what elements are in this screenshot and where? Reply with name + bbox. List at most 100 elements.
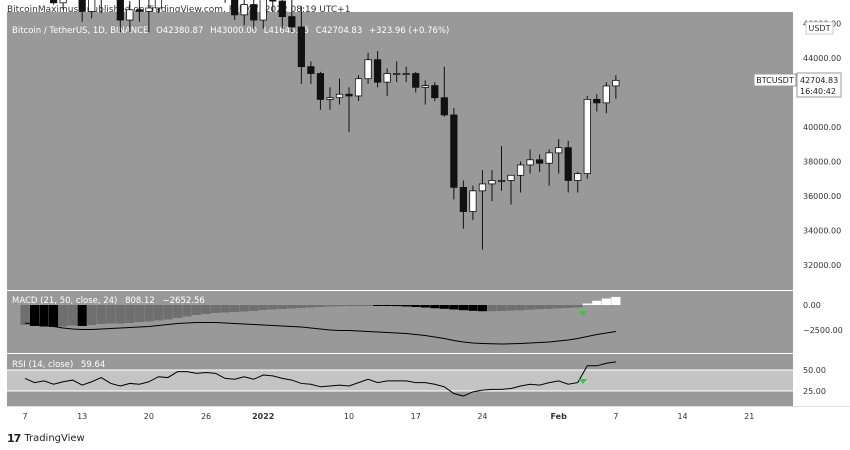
candle-body [240, 4, 248, 16]
candle-body [393, 73, 401, 75]
rsi-cross-arrow-icon [579, 379, 587, 384]
candle [297, 6, 305, 84]
candle [469, 185, 477, 221]
candle [154, 0, 163, 14]
candle-body [516, 164, 525, 176]
candle [59, 0, 67, 10]
candle [307, 61, 315, 84]
macd-tick-label: 0.00 [803, 301, 821, 310]
macd-histogram-bar [106, 305, 116, 324]
candle-body [49, 0, 58, 4]
macd-histogram-bar [401, 305, 411, 307]
candle [478, 170, 487, 250]
macd-histogram-bar [287, 305, 297, 309]
rsi-legend: RSI (14, close) 59.64 [12, 360, 105, 370]
candle [116, 0, 124, 33]
candle [278, 0, 286, 29]
price-pane[interactable] [7, 12, 793, 290]
candle [345, 87, 353, 133]
time-tick-label: Feb [551, 412, 568, 421]
candle-body [135, 9, 143, 12]
macd-histogram-bar [420, 305, 430, 308]
macd-histogram-bar [58, 305, 68, 327]
macd-histogram-bar [153, 305, 164, 321]
candle [574, 171, 582, 193]
macd-histogram-bar [611, 296, 621, 305]
candle-body [250, 4, 258, 21]
macd-histogram-bar [230, 305, 240, 312]
candle [383, 68, 391, 96]
macd-histogram-bar [449, 305, 459, 310]
macd-histogram-bar [363, 305, 373, 306]
candle [240, 0, 248, 26]
macd-histogram-bar [344, 305, 354, 306]
chart-area[interactable]: Bitcoin / TetherUS, 1D, BINANCE O42380.8… [0, 0, 850, 430]
candle-body [88, 0, 96, 12]
last-price-tag [796, 72, 842, 98]
candle [135, 0, 143, 22]
candle [250, 0, 258, 29]
macd-histogram-bar [48, 305, 59, 327]
macd-histogram-bar [573, 305, 583, 308]
macd-histogram-bar [325, 305, 335, 307]
price-tick-label: 36000.00 [803, 192, 841, 201]
rsi-line [24, 361, 616, 397]
macd-histogram-bar [96, 305, 106, 324]
macd-histogram-bar [201, 305, 211, 314]
candle-body [278, 0, 286, 17]
macd-histogram-bar [439, 305, 449, 309]
candle-body [297, 26, 305, 68]
macd-histogram-bar [535, 305, 545, 310]
macd-cross-arrow-icon [579, 311, 587, 316]
time-tick-label: 13 [77, 412, 87, 421]
macd-histogram-bar [373, 305, 383, 306]
macd-histogram-bar [592, 300, 602, 305]
candle-body [59, 0, 67, 4]
candle [49, 0, 58, 5]
candle-body [602, 85, 610, 104]
macd-histogram-bar [191, 305, 202, 315]
symbol-tag [753, 73, 797, 87]
macd-tick-label: −2500.00 [803, 326, 843, 335]
price-tick-label: 44000.00 [803, 54, 841, 63]
candle-body [354, 78, 363, 97]
candle-body [78, 0, 86, 12]
candle-series [49, 0, 620, 250]
candle [583, 95, 591, 179]
candle-body [116, 0, 124, 21]
macd-histogram-bar [172, 305, 183, 318]
candle-body [335, 93, 344, 99]
candle [450, 108, 458, 200]
macd-histogram-bar [68, 305, 78, 326]
candle [593, 94, 601, 112]
macd-histogram-bar [496, 305, 507, 311]
candle [488, 170, 496, 202]
macd-histogram-bar [39, 305, 49, 327]
candle-body [154, 0, 163, 9]
currency-badge [805, 21, 834, 35]
macd-histogram-bar [144, 305, 154, 322]
macd-histogram-bar [582, 303, 592, 305]
candle [335, 78, 344, 105]
macd-histogram-bar [249, 305, 259, 311]
candle [497, 145, 506, 191]
candle-body [469, 190, 477, 212]
candle-body [564, 147, 572, 181]
currency-badge-label: USDT [809, 24, 831, 33]
symbol-legend: Bitcoin / TetherUS, 1D, BINANCE O42380.8… [12, 26, 449, 36]
macd-histogram-bar [430, 305, 440, 309]
macd-histogram-bar [315, 305, 326, 307]
macd-histogram-bar [353, 305, 364, 306]
time-axis[interactable]: 7 13 20 26 2022 10 17 24 Feb 7 14 21 [22, 412, 754, 421]
candle-body [412, 73, 420, 88]
candle-body [536, 159, 544, 164]
candle-body [364, 59, 372, 80]
macd-histogram-bar [477, 305, 488, 312]
time-tick-label: 14 [677, 412, 687, 421]
macd-histogram-bar [601, 298, 611, 305]
candle [602, 82, 610, 114]
macd-histogram-bar [134, 305, 144, 322]
candle [507, 174, 515, 205]
candle-body [574, 173, 582, 181]
macd-histogram-bar [306, 305, 316, 308]
